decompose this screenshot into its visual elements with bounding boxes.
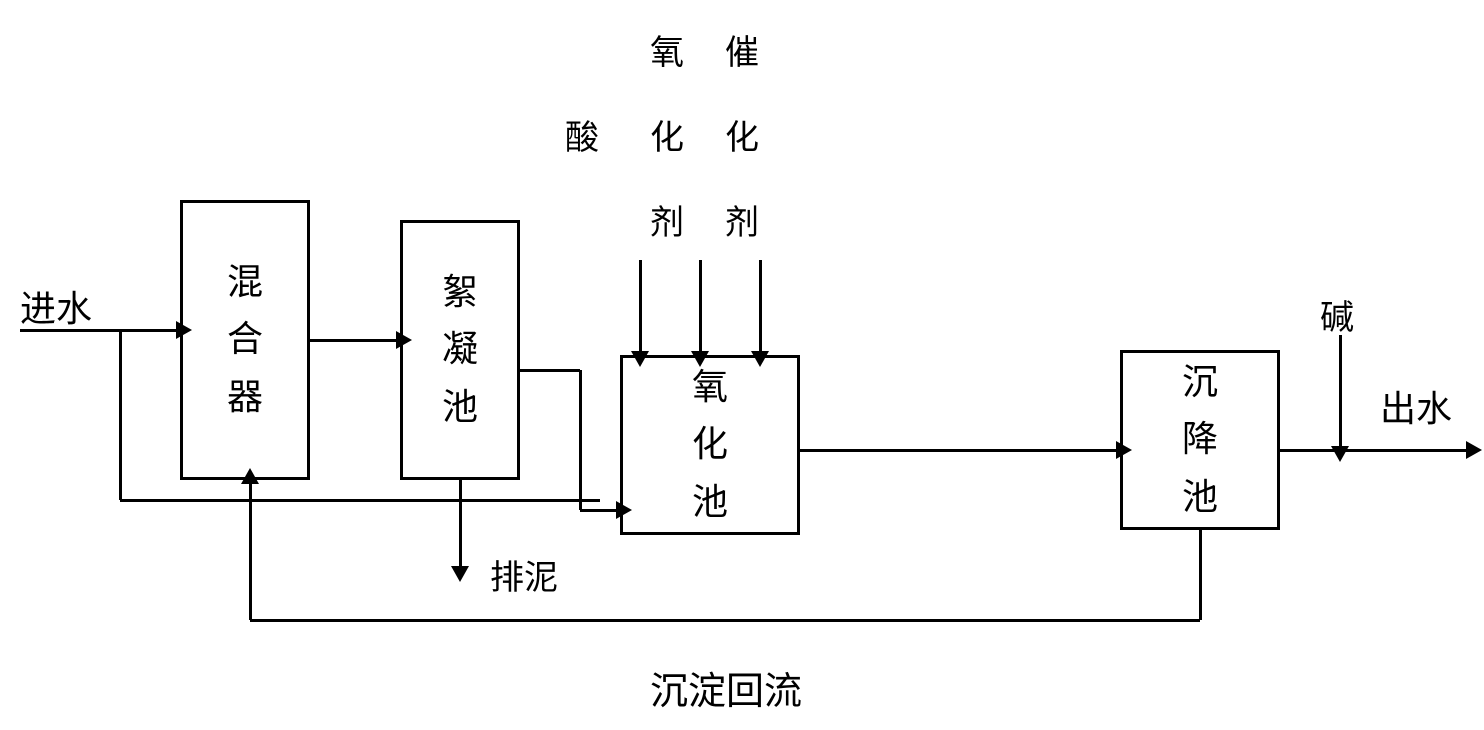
oxid-box: 氧 化 池 — [620, 355, 800, 535]
sed-label-1: 沉 — [1182, 354, 1218, 412]
floc-label-1: 絮 — [442, 264, 478, 322]
mixer-label-3: 器 — [227, 369, 263, 427]
oxidant-2: 化 — [650, 110, 684, 159]
inlet-branch-h — [120, 499, 600, 502]
oxidant-3: 剂 — [650, 195, 684, 244]
reflux-v1 — [1199, 530, 1202, 620]
catalyst-2: 化 — [725, 110, 759, 159]
floc-label-2: 凝 — [442, 321, 478, 379]
inlet-to-mixer-arrow — [176, 321, 192, 339]
catalyst-3: 剂 — [725, 195, 759, 244]
catalyst-1: 催 — [725, 25, 759, 74]
acid-arrow-arrow — [631, 351, 649, 367]
floc-to-oxid-v — [579, 370, 582, 510]
reflux-v2 — [249, 480, 252, 620]
sed-to-out — [1280, 449, 1470, 452]
oxid-label-1: 氧 — [692, 359, 728, 417]
inlet-branch-v — [119, 330, 122, 500]
reflux-label: 沉淀回流 — [650, 660, 802, 715]
catalyst-arrow-arrow — [751, 351, 769, 367]
floc-sludge-arrow — [451, 566, 469, 582]
oxid-label-3: 池 — [692, 474, 728, 532]
oxidant-arrow — [699, 260, 702, 355]
floc-to-oxid-h1 — [520, 369, 580, 372]
inlet-label: 进水 — [20, 280, 92, 332]
oxid-label-2: 化 — [692, 416, 728, 474]
reflux-v2-arrow — [241, 468, 259, 484]
sed-to-out-arrow — [1466, 441, 1482, 459]
sed-label-2: 降 — [1182, 411, 1218, 469]
oxidant-1: 氧 — [650, 25, 684, 74]
catalyst-arrow — [759, 260, 762, 355]
oxidant-arrow-arrow — [691, 351, 709, 367]
acid-arrow — [639, 260, 642, 355]
alkali-in-arrow — [1331, 446, 1349, 462]
floc-to-oxid-h2 — [580, 509, 620, 512]
sludge-label: 排泥 — [490, 550, 558, 599]
alkali-label: 碱 — [1320, 290, 1354, 339]
reflux-h — [250, 619, 1200, 622]
floc-sludge — [459, 480, 462, 570]
floc-label-3: 池 — [442, 379, 478, 437]
oxid-to-sed — [800, 449, 1120, 452]
mixer-to-floc — [310, 339, 400, 342]
mixer-box: 混 合 器 — [180, 200, 310, 480]
floc-box: 絮 凝 池 — [400, 220, 520, 480]
acid-label: 酸 — [565, 110, 599, 159]
oxid-to-sed-arrow — [1116, 441, 1132, 459]
outlet-label: 出水 — [1380, 380, 1452, 432]
sed-label-3: 池 — [1182, 469, 1218, 527]
inlet-to-mixer — [20, 329, 180, 332]
floc-to-oxid-h2-arrow — [616, 501, 632, 519]
mixer-label-1: 混 — [227, 254, 263, 312]
sed-box: 沉 降 池 — [1120, 350, 1280, 530]
mixer-to-floc-arrow — [396, 331, 412, 349]
mixer-label-2: 合 — [227, 311, 263, 369]
alkali-in — [1339, 335, 1342, 450]
